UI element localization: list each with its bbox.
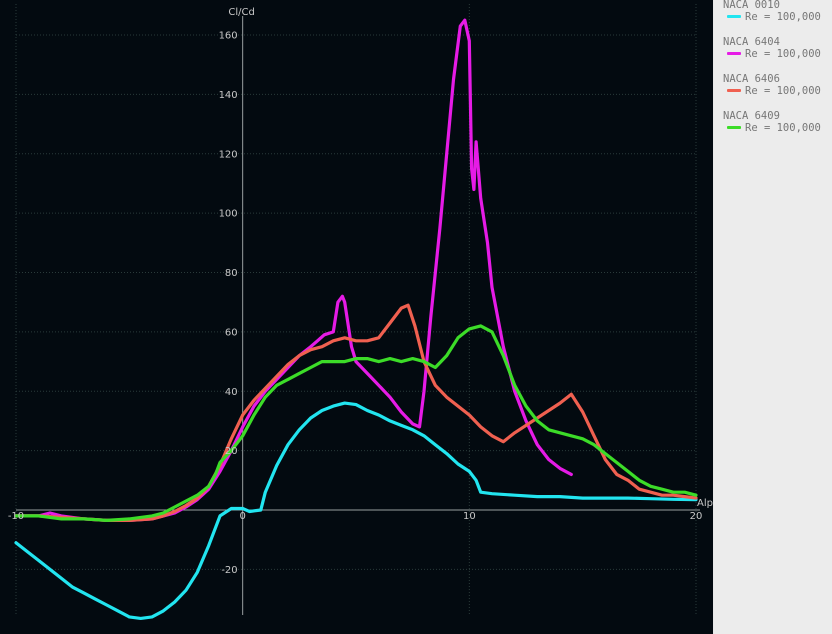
x-axis-title: Alpha [697,498,713,509]
series-line-2 [14,303,698,522]
legend-series-label: Re = 100,000 [745,10,821,23]
series-line-1 [14,18,573,522]
legend-swatch [727,89,741,92]
x-tick-label: 10 [463,511,476,522]
legend-entry: NACA 0010 Re = 100,000 [723,0,821,23]
y-tick-label: 40 [225,387,238,398]
y-tick-label: 60 [225,327,238,338]
y-tick-label: 160 [219,31,238,42]
legend-entry: NACA 6406 Re = 100,000 [723,73,821,97]
legend-swatch [727,126,741,129]
legend-row: Re = 100,000 [727,10,821,23]
grid [15,4,697,615]
axes [16,16,700,615]
chart-area: -20 20 40 60 80 100 120 140 160 -10 0 10 20 Cl/Cd Alph… [8,4,713,620]
legend-row: Re = 100,000 [727,47,821,60]
y-tick-label: 80 [225,268,238,279]
x-tick-label: -10 [8,511,24,522]
y-tick-label: 20 [225,446,238,457]
x-tick-label: 20 [690,511,703,522]
legend-series-name: NACA 6406 [723,73,780,85]
legend-series-label: Re = 100,000 [745,47,821,60]
legend-series-name: NACA 6409 [723,110,780,122]
legend-series-label: Re = 100,000 [745,84,821,97]
legend-row: Re = 100,000 [727,84,821,97]
tick-labels: -20 20 40 60 80 100 120 140 160 -10 0 10 20 Cl/Cd Alph… [8,7,713,576]
legend-row: Re = 100,000 [727,121,821,134]
plot-panel: -20 20 40 60 80 100 120 140 160 -10 0 10 20 Cl/Cd Alph… [0,0,713,634]
legend-swatch [727,15,741,18]
y-tick-label: 120 [219,149,238,160]
legend-series-name: NACA 0010 [723,0,780,11]
legend-entry: NACA 6409 Re = 100,000 [723,110,821,134]
legend-entry: NACA 6404 Re = 100,000 [723,36,821,60]
series-line-3 [14,324,698,522]
y-tick-label: 100 [219,209,238,220]
legend-swatch [727,52,741,55]
y-tick-label: 140 [219,90,238,101]
y-tick-label: -20 [221,565,237,576]
series-line-0 [14,401,698,620]
y-axis-title: Cl/Cd [228,7,254,18]
legend: NACA 0010 Re = 100,000 NACA 6404 Re = 100,0… [714,0,832,634]
legend-series-name: NACA 6404 [723,36,780,48]
legend-series-label: Re = 100,000 [745,121,821,134]
series-group [14,18,698,620]
x-tick-label: 0 [239,511,245,522]
